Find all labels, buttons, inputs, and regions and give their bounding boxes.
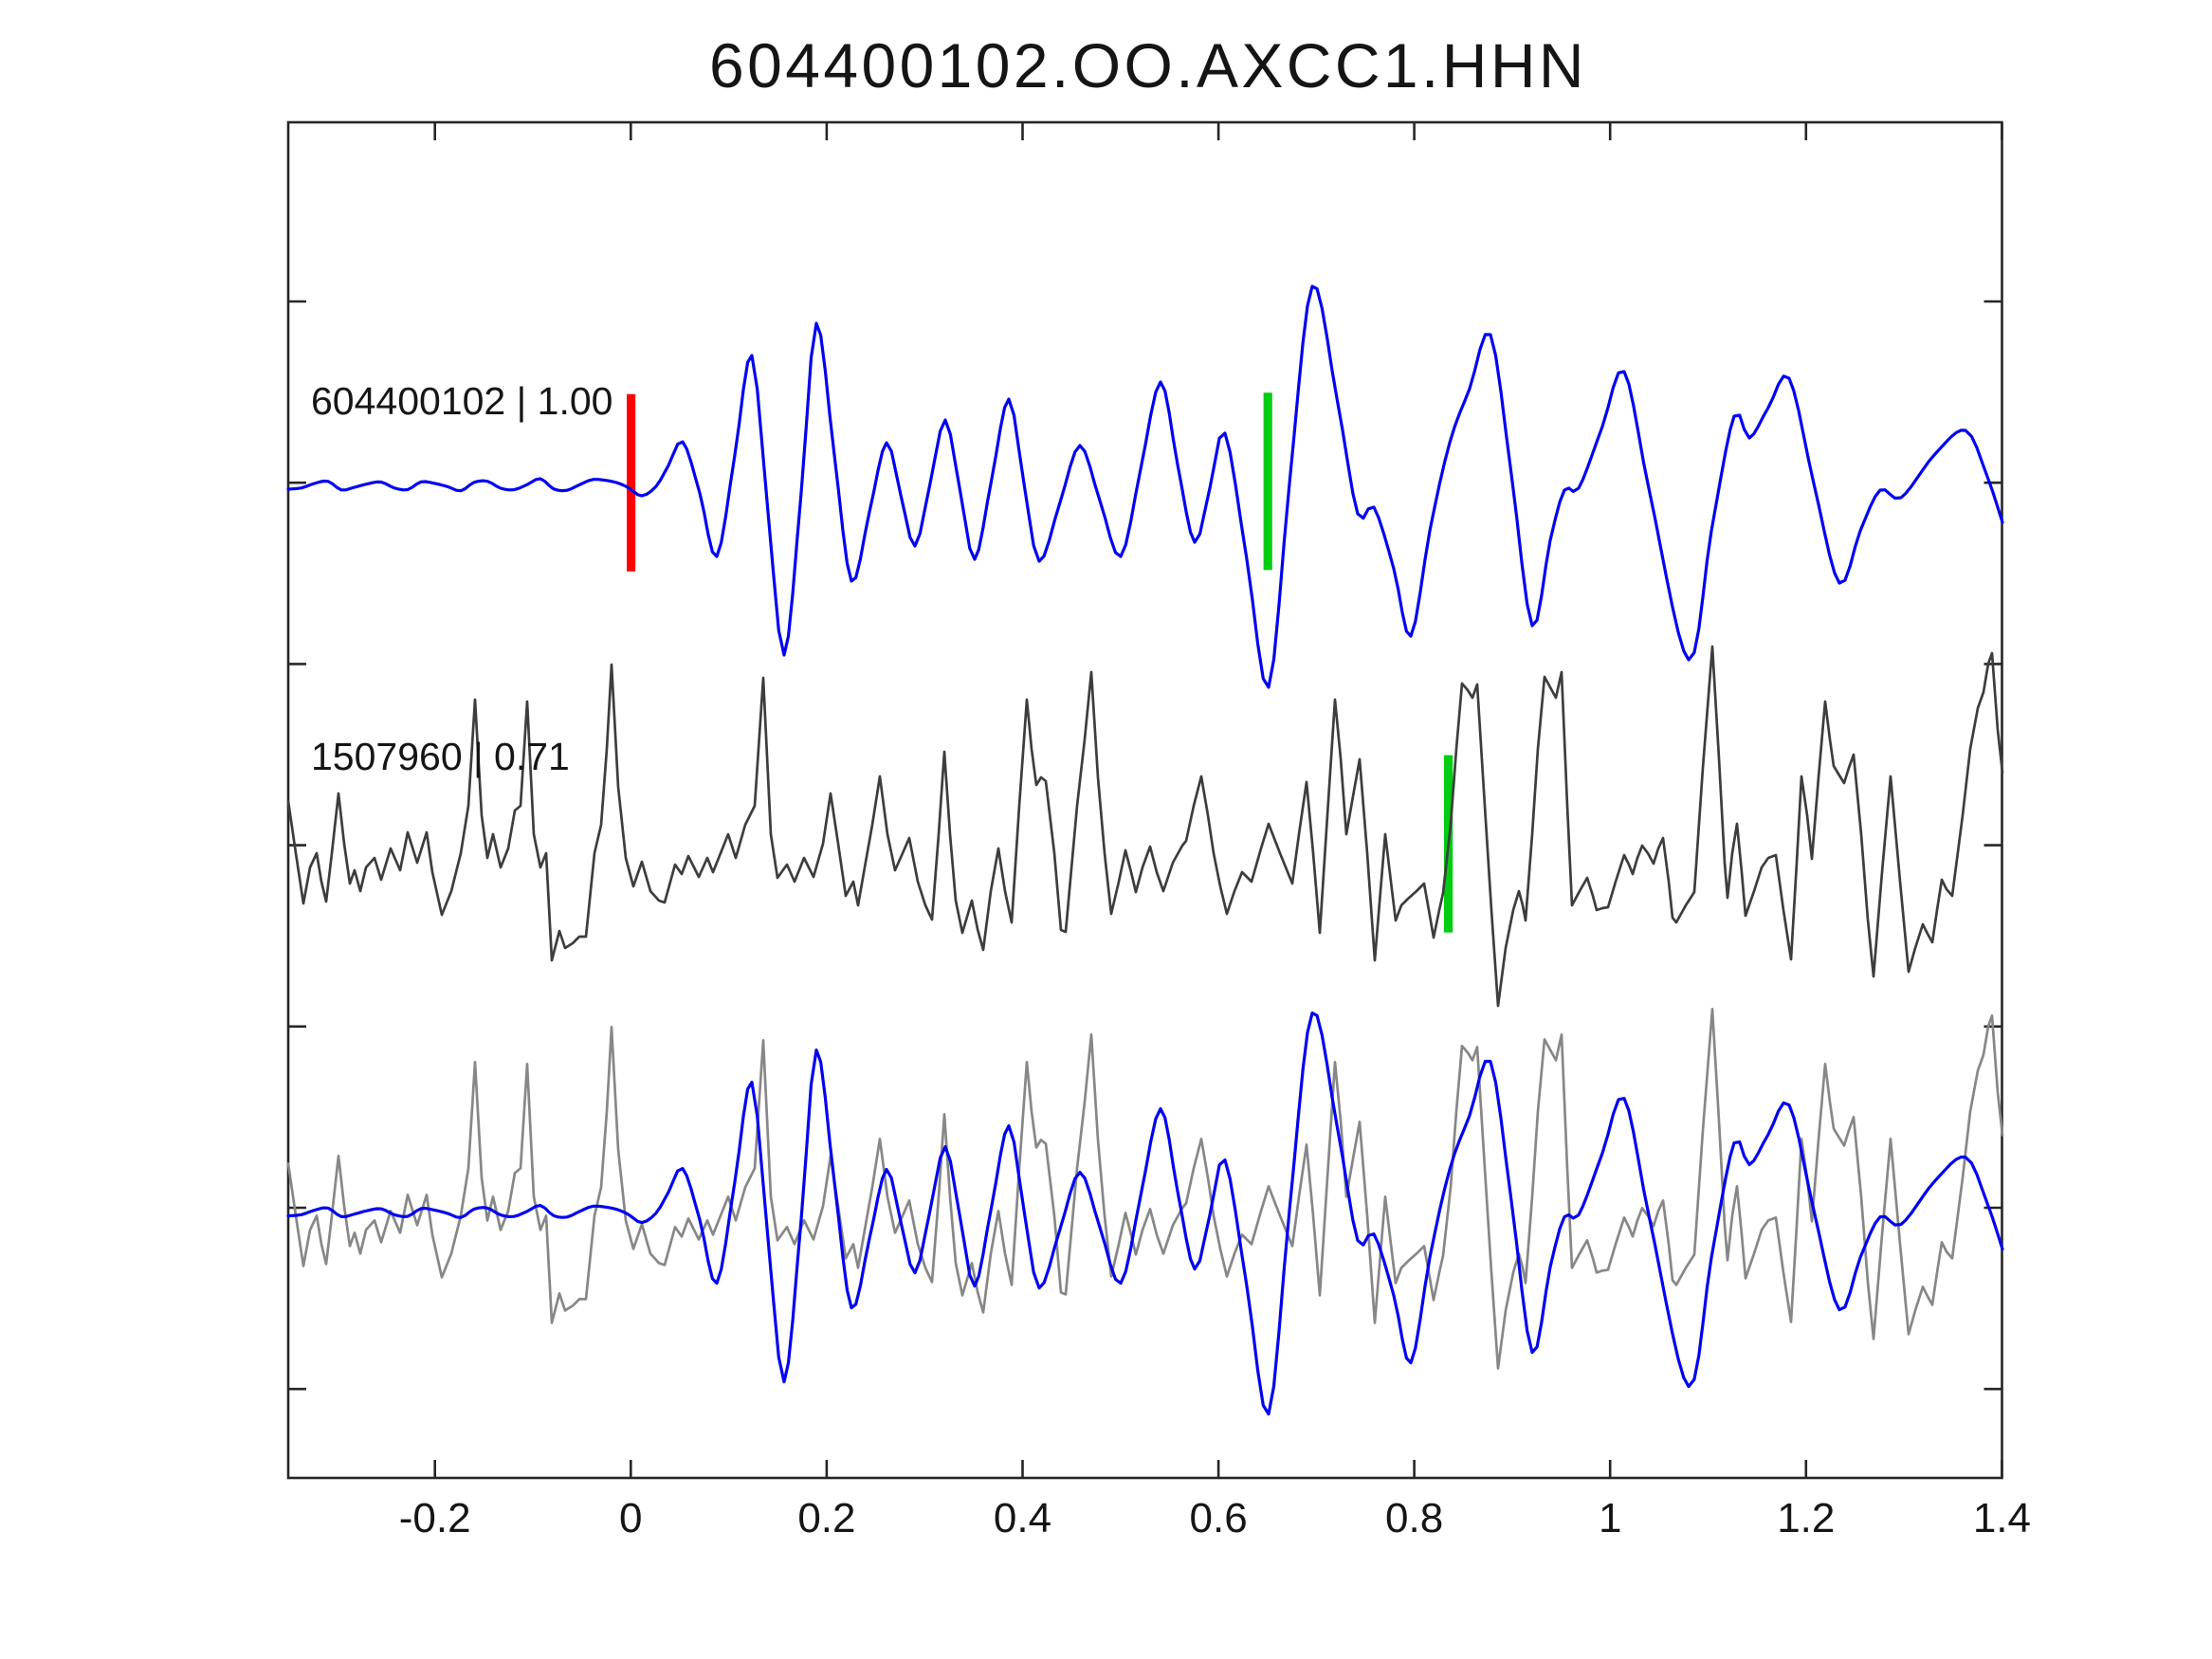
svg-text:0.4: 0.4 — [994, 1495, 1051, 1541]
svg-text:0.6: 0.6 — [1190, 1495, 1248, 1541]
svg-text:1507960 | 0.71: 1507960 | 0.71 — [311, 735, 570, 778]
svg-text:0: 0 — [619, 1495, 642, 1541]
svg-text:0.2: 0.2 — [797, 1495, 855, 1541]
svg-text:1.2: 1.2 — [1777, 1495, 1835, 1541]
svg-text:0.8: 0.8 — [1385, 1495, 1443, 1541]
svg-text:-0.2: -0.2 — [399, 1495, 471, 1541]
svg-text:604400102 | 1.00: 604400102 | 1.00 — [311, 379, 612, 423]
svg-text:1.4: 1.4 — [1973, 1495, 2031, 1541]
svg-text:604400102.OO.AXCC1.HHN: 604400102.OO.AXCC1.HHN — [709, 30, 1587, 100]
svg-text:1: 1 — [1599, 1495, 1621, 1541]
